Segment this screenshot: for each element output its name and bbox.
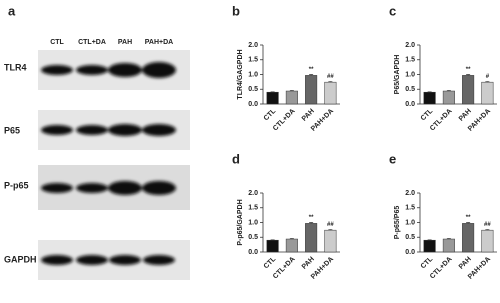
significance-label: ## — [327, 222, 334, 228]
bar — [324, 229, 337, 253]
significance-label: ** — [466, 67, 471, 73]
lane-label: CTL+DA — [78, 39, 106, 46]
band — [109, 255, 141, 265]
y-tick-label: 1.5 — [248, 57, 258, 64]
significance-label: ** — [466, 215, 471, 221]
x-tick-label: PAH — [301, 108, 316, 123]
bar — [442, 238, 455, 253]
bar — [462, 223, 475, 253]
band — [41, 183, 73, 193]
y-tick-label: 0.0 — [248, 249, 258, 256]
band — [41, 255, 73, 265]
x-tick-label: CTL — [263, 255, 278, 270]
bar — [324, 81, 337, 105]
bar — [305, 223, 318, 253]
bar — [285, 90, 298, 105]
y-axis-label: TLR4/GAGPDH — [237, 49, 244, 99]
error-bar — [485, 229, 490, 231]
error-bar — [289, 90, 294, 92]
panel-label: e — [389, 151, 396, 166]
bar — [305, 75, 318, 105]
band — [143, 255, 175, 265]
x-tick-label: PAH — [301, 256, 316, 271]
band — [76, 183, 108, 193]
error-bar — [446, 238, 451, 240]
y-tick-label: 0.0 — [405, 249, 415, 256]
significance-label: ** — [309, 67, 314, 73]
error-bar — [289, 238, 294, 240]
error-bar — [466, 74, 471, 76]
band — [142, 62, 176, 78]
y-tick-label: 1.5 — [248, 205, 258, 212]
band — [142, 181, 176, 195]
error-bar — [328, 81, 333, 83]
bar — [442, 90, 455, 105]
y-tick-label: 0.5 — [248, 234, 258, 241]
y-axis-label: P-p65/GAPDH — [237, 199, 244, 245]
y-tick-label: 1.5 — [405, 205, 415, 212]
bar — [481, 229, 494, 253]
row-label: TLR4 — [4, 62, 27, 72]
bar — [462, 75, 475, 105]
bar — [423, 91, 436, 105]
band — [108, 181, 142, 195]
y-tick-label: 0.0 — [405, 101, 415, 108]
row-label: GAPDH — [4, 254, 37, 264]
y-tick-label: 1.0 — [405, 219, 415, 226]
band — [41, 65, 73, 75]
band — [108, 63, 142, 77]
band — [76, 65, 108, 75]
band — [142, 124, 176, 136]
y-tick-label: 0.5 — [405, 86, 415, 93]
x-tick-label: PAH — [458, 108, 473, 123]
y-tick-label: 1.0 — [405, 71, 415, 78]
significance-label: ## — [484, 222, 491, 228]
band — [108, 124, 142, 136]
panel-label: b — [232, 3, 240, 18]
y-tick-label: 1.5 — [405, 57, 415, 64]
y-tick-label: 0.5 — [405, 234, 415, 241]
y-tick-label: 2.0 — [405, 190, 415, 197]
western-blot: CTL CTL+DA PAH PAH+DA TLR4 P65 P-p65 GAP… — [4, 39, 190, 280]
y-axis-label: P-p65/P65 — [394, 206, 401, 240]
x-tick-label: CTL — [420, 255, 435, 270]
lane-label: PAH+DA — [145, 39, 173, 46]
bar — [266, 91, 279, 105]
error-bar — [328, 229, 333, 231]
error-bar — [485, 81, 490, 83]
lane-label: CTL — [50, 39, 64, 46]
y-tick-label: 1.0 — [248, 71, 258, 78]
band — [76, 125, 108, 135]
significance-label: # — [486, 74, 490, 80]
y-tick-label: 1.0 — [248, 219, 258, 226]
y-tick-label: 2.0 — [405, 42, 415, 49]
significance-label: ## — [327, 74, 334, 80]
error-bar — [446, 90, 451, 92]
error-bar — [309, 222, 314, 224]
error-bar — [309, 74, 314, 76]
panel-label: c — [389, 3, 396, 18]
error-bar — [466, 222, 471, 224]
band — [41, 125, 73, 135]
y-axis-label: P65/GAPDH — [394, 55, 401, 95]
bar — [481, 81, 494, 105]
y-tick-label: 2.0 — [248, 42, 258, 49]
row-label: P-p65 — [4, 180, 29, 190]
y-tick-label: 0.5 — [248, 86, 258, 93]
bar — [423, 239, 436, 253]
x-tick-label: CTL — [420, 107, 435, 122]
lane-label: PAH — [118, 39, 132, 46]
x-tick-label: PAH — [458, 256, 473, 271]
band — [76, 255, 108, 265]
significance-label: ** — [309, 215, 314, 221]
bar — [285, 238, 298, 253]
panel-label: d — [232, 151, 240, 166]
row-label: P65 — [4, 125, 20, 135]
bar — [266, 239, 279, 253]
y-tick-label: 0.0 — [248, 101, 258, 108]
x-tick-label: CTL — [263, 107, 278, 122]
panel-label: a — [8, 3, 16, 18]
y-tick-label: 2.0 — [248, 190, 258, 197]
